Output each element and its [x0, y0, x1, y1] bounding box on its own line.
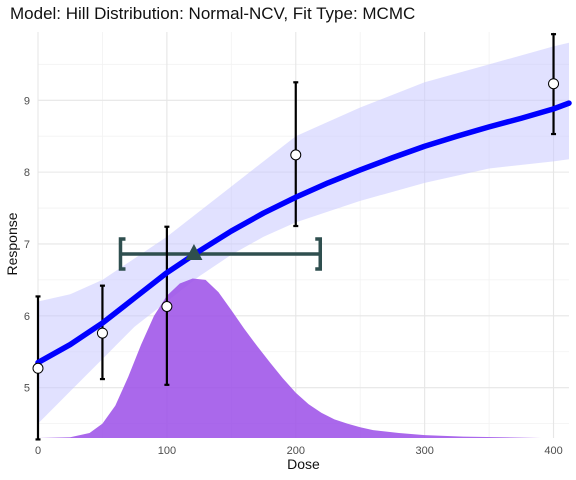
observed-point-3 [290, 149, 302, 161]
chart-title: Model: Hill Distribution: Normal-NCV, Fi… [10, 4, 416, 23]
bmdu-bracket [315, 237, 323, 271]
y-tick-label-4: 9 [24, 95, 30, 107]
x-tick-label-3: 300 [415, 445, 433, 457]
x-tick-label-2: 200 [287, 445, 305, 457]
y-tick-label-1: 6 [24, 311, 30, 323]
observed-point-0 [32, 362, 44, 374]
confidence-band-layer [38, 42, 569, 424]
y-tick-label-3: 8 [24, 167, 30, 179]
fit-curve-layer [35, 100, 572, 366]
bmd-interval-layer [118, 237, 323, 271]
bmd-point-layer [185, 244, 203, 261]
y-tick-label-2: 7 [24, 239, 30, 251]
y-tick-labels: 5 6 7 8 9 [24, 95, 30, 394]
observed-point-2 [161, 300, 173, 312]
observed-points-layer [32, 78, 560, 374]
observed-point-1 [96, 327, 108, 339]
observed-point-4 [548, 78, 560, 90]
density-layer [38, 278, 569, 438]
bmd-point [185, 244, 203, 261]
fit-curve [35, 100, 572, 366]
confidence-band [38, 42, 569, 424]
y-tick-label-0: 5 [24, 383, 30, 395]
x-tick-label-4: 400 [544, 445, 562, 457]
bmd-density [38, 278, 569, 438]
x-tick-labels: 0 100 200 300 400 [35, 445, 563, 457]
bmdl-bracket [118, 237, 126, 271]
x-axis-label: Dose [287, 456, 320, 472]
x-tick-label-1: 100 [158, 445, 176, 457]
x-tick-label-0: 0 [35, 445, 41, 457]
